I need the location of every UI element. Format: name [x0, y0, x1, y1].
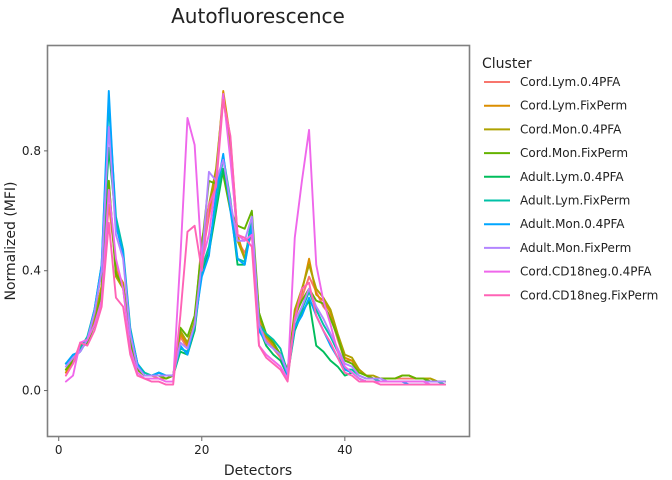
legend-label: Adult.Mon.0.4PFA: [520, 217, 625, 231]
x-axis-label: Detectors: [224, 463, 292, 479]
series-line-cord-cd18neg-fixperm: [64, 98, 446, 386]
legend-label: Cord.CD18neg.0.4PFA: [520, 265, 652, 279]
legend-label: Adult.Lym.0.4PFA: [520, 170, 624, 184]
legend-label: Cord.Lym.0.4PFA: [520, 75, 621, 89]
y-axis: 0.0 0.4 0.8: [22, 144, 48, 398]
legend-item[interactable]: Adult.Mon.FixPerm: [484, 241, 631, 255]
series-line-adult-mon-0-4pfa: [64, 89, 446, 386]
legend-label: Adult.Lym.FixPerm: [520, 194, 630, 208]
legend-item[interactable]: Cord.Lym.0.4PFA: [484, 75, 621, 89]
x-tick-label: 0: [55, 443, 63, 457]
legend-item[interactable]: Cord.CD18neg.0.4PFA: [484, 265, 652, 279]
legend-label: Cord.CD18neg.FixPerm: [520, 288, 658, 302]
chart-title: Autofluorescence: [171, 4, 345, 28]
plot-panel: [46, 44, 471, 438]
y-tick-label: 0.8: [22, 144, 41, 158]
legend-item[interactable]: Cord.Lym.FixPerm: [484, 99, 627, 113]
legend-item[interactable]: Adult.Mon.0.4PFA: [484, 217, 625, 231]
series-line-cord-mon-0-4pfa: [64, 95, 446, 383]
legend-item[interactable]: Cord.Mon.0.4PFA: [484, 122, 622, 136]
x-axis: 0 20 40: [55, 437, 352, 457]
legend-label: Cord.Mon.0.4PFA: [520, 122, 622, 136]
series-line-cord-lym-0-4pfa: [64, 95, 446, 383]
legend-item[interactable]: Adult.Lym.0.4PFA: [484, 170, 624, 184]
legend: Cluster Cord.Lym.0.4PFA Cord.Lym.FixPerm C…: [482, 56, 658, 302]
legend-item[interactable]: Adult.Lym.FixPerm: [484, 194, 630, 208]
legend-label: Cord.Mon.FixPerm: [520, 146, 628, 160]
x-tick-label: 40: [337, 443, 352, 457]
x-tick-label: 20: [194, 443, 209, 457]
legend-label: Cord.Lym.FixPerm: [520, 99, 627, 113]
y-tick-label: 0.4: [22, 264, 41, 278]
y-tick-label: 0.0: [22, 384, 41, 398]
series-line-cord-lym-fixperm: [64, 89, 446, 383]
legend-item[interactable]: Cord.Mon.FixPerm: [484, 146, 628, 160]
legend-label: Adult.Mon.FixPerm: [520, 241, 631, 255]
legend-item[interactable]: Cord.CD18neg.FixPerm: [484, 288, 658, 302]
series-line-adult-lym-fixperm: [64, 101, 446, 386]
legend-title: Cluster: [482, 56, 532, 72]
y-axis-label: Normalized (MFI): [3, 181, 19, 300]
series-layer: [64, 89, 446, 386]
series-line-adult-mon-fixperm: [64, 125, 446, 383]
series-line-cord-cd18neg-0-4pfa: [64, 92, 446, 386]
